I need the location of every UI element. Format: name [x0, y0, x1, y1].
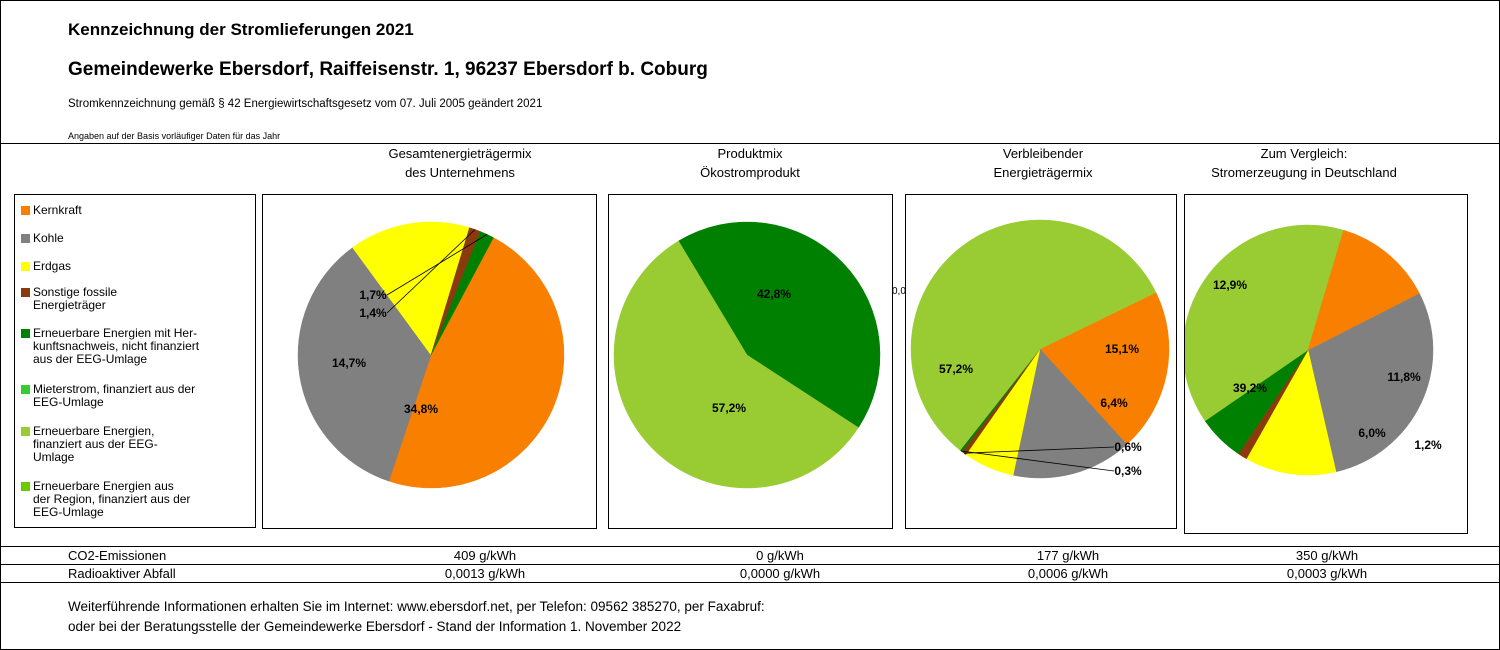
leader-line: [386, 229, 476, 314]
legend-swatch: [21, 385, 30, 394]
waste-label: Radioaktiver Abfall: [68, 566, 176, 581]
legend-swatch: [21, 427, 30, 436]
co2-value: 0 g/kWh: [756, 548, 804, 563]
stray-label: 0,0: [892, 286, 906, 297]
slice-data-label: 57,2%: [712, 401, 746, 415]
legend-item: Kernkraft: [21, 203, 82, 217]
waste-value: 0,0003 g/kWh: [1286, 566, 1368, 581]
pie-slice: [388, 237, 565, 489]
pie-chart-verbleibend: 20,5%15,1%6,4%0,6%0,3%57,2%: [905, 194, 1177, 529]
slice-data-label: 39,2%: [1233, 381, 1267, 395]
legend-label: Kohle: [33, 231, 64, 245]
slice-data-label: 0,6%: [1114, 440, 1142, 454]
pie-chart-svg: 47,3%34,8%14,7%1,4%1,7%: [297, 221, 565, 489]
slice-data-label: 6,0%: [1358, 426, 1386, 440]
pie-slice: [1039, 292, 1170, 445]
slice-data-label: 12,9%: [1213, 278, 1247, 292]
co2-label: CO2-Emissionen: [68, 548, 167, 563]
chart-title-2: Produktmix Ökostromprodukt: [620, 144, 880, 182]
chart-title-3: Verbleibender Energieträgermix: [913, 144, 1173, 182]
slice-data-label: 42,8%: [757, 287, 791, 301]
legend-label: Mieterstrom, finanziert aus der EEG-Umla…: [33, 382, 196, 409]
waste-value: 0,0013 g/kWh: [444, 566, 526, 581]
pie-slice: [1185, 224, 1344, 422]
pie-chart-svg: 20,5%15,1%6,4%0,6%0,3%57,2%: [910, 219, 1170, 479]
chart-title-1: Gesamtenergieträgermix des Unternehmens: [330, 144, 590, 182]
leader-line: [963, 446, 1115, 454]
legend-item: Erneuerbare Energien aus der Region, fin…: [21, 479, 193, 519]
legend-label: Erdgas: [33, 259, 72, 273]
divider: [0, 582, 1500, 583]
chart-title-line: Zum Vergleich:: [1260, 146, 1348, 161]
waste-value: 0,0006 g/kWh: [1027, 566, 1109, 581]
pie-chart-deutschland: 28,9%11,8%1,2%6,0%39,2%12,9%: [1184, 194, 1468, 534]
pie-slice: [910, 219, 1157, 451]
chart-title-line: Energieträgermix: [993, 165, 1093, 180]
footer-info-line: Weiterführende Informationen erhalten Si…: [68, 599, 765, 614]
co2-value: 409 g/kWh: [453, 548, 517, 563]
pie-slice: [1246, 349, 1337, 476]
co2-value: 350 g/kWh: [1295, 548, 1359, 563]
chart-title-line: des Unternehmens: [405, 165, 515, 180]
slice-data-label: 1,2%: [1414, 438, 1442, 452]
pie-slice: [1307, 229, 1420, 351]
slice-data-label: 14,7%: [332, 356, 366, 370]
pie-slice: [613, 240, 859, 489]
pie-chart-produktmix: 42,8% 57,2%: [608, 194, 893, 529]
legend-swatch: [21, 288, 30, 297]
slice-data-label: 15,1%: [1105, 342, 1139, 356]
pie-slice: [678, 221, 881, 428]
leader-line: [386, 234, 488, 296]
company-address: Gemeindewerke Ebersdorf, Raiffeisenstr. …: [68, 59, 708, 80]
chart-title-4: Zum Vergleich: Stromerzeugung in Deutsch…: [1174, 144, 1434, 182]
legend-swatch: [21, 206, 30, 215]
basis-note: Angaben auf der Basis vorläufiger Daten …: [68, 131, 281, 141]
chart-title-line: Stromerzeugung in Deutschland: [1211, 165, 1397, 180]
slice-data-label: 0,3%: [1114, 464, 1142, 478]
co2-value: 177 g/kWh: [1036, 548, 1100, 563]
chart-title-line: Gesamtenergieträgermix: [388, 146, 532, 161]
legend-label: Sonstige fossile Energieträger: [33, 285, 118, 312]
chart-title-line: Ökostromprodukt: [700, 165, 800, 180]
pie-slice: [297, 247, 432, 482]
legend-label: Erneuerbare Energien, finanziert aus der…: [33, 424, 158, 464]
slice-data-label: 6,4%: [1100, 396, 1128, 410]
legend-label: Erneuerbare Energien mit Her-kunftsnachw…: [33, 326, 200, 366]
pie-slice: [1307, 292, 1434, 473]
legend-item: Kohle: [21, 231, 64, 245]
legend-label: Kernkraft: [33, 203, 82, 217]
pie-chart-gesamtmix: 47,3%34,8%14,7%1,4%1,7%: [262, 194, 597, 529]
slice-data-label: 11,8%: [1387, 370, 1421, 384]
legend-item: Erneuerbare Energien mit Her-kunftsnachw…: [21, 326, 215, 366]
slice-data-label: 57,2%: [939, 362, 973, 376]
legend-swatch: [21, 234, 30, 243]
legend-swatch: [21, 262, 30, 271]
waste-value: 0,0000 g/kWh: [739, 566, 821, 581]
divider: [0, 564, 1500, 565]
legend-item: Erneuerbare Energien, finanziert aus der…: [21, 424, 173, 464]
page-title: Kennzeichnung der Stromlieferungen 2021: [68, 20, 414, 39]
pie-slice: [352, 221, 470, 356]
slice-data-label: 1,7%: [359, 288, 387, 302]
legend-swatch: [21, 482, 30, 491]
legend-item: Erdgas: [21, 259, 72, 273]
legend: Kernkraft Kohle Erdgas Sonstige fossile …: [14, 194, 256, 528]
pie-slice: [1012, 348, 1128, 479]
legend-swatch: [21, 329, 30, 338]
chart-title-line: Verbleibender: [1002, 146, 1084, 161]
footer-info-line: oder bei der Beratungsstelle der Gemeind…: [68, 619, 682, 634]
legend-item: Sonstige fossile Energieträger: [21, 285, 153, 312]
slice-data-label: 34,8%: [404, 402, 438, 416]
leader-line: [960, 450, 1115, 472]
chart-title-line: Produktmix: [717, 146, 783, 161]
pie-chart-svg: 28,9%11,8%1,2%6,0%39,2%12,9%: [1185, 224, 1442, 476]
divider: [0, 143, 1500, 144]
slice-data-label: 1,4%: [359, 306, 387, 320]
legal-note: Stromkennzeichnung gemäß § 42 Energiewir…: [68, 98, 543, 110]
pie-chart-svg: 42,8% 57,2%: [613, 221, 881, 489]
pie-slice: [430, 231, 494, 356]
legend-item: Mieterstrom, finanziert aus der EEG-Umla…: [21, 382, 223, 409]
divider: [0, 546, 1500, 547]
legend-label: Erneuerbare Energien aus der Region, fin…: [33, 479, 191, 519]
